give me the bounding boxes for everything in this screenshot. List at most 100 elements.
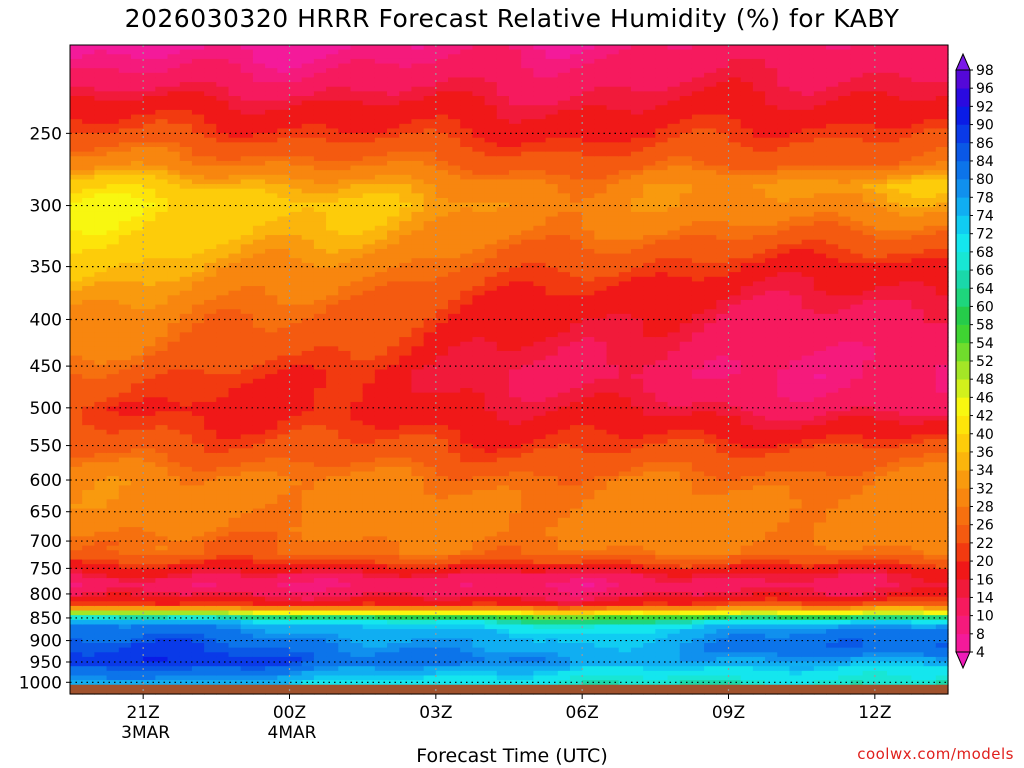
rh-cell <box>70 656 83 663</box>
rh-cell <box>265 188 278 194</box>
rh-cell <box>374 119 388 125</box>
rh-cell <box>167 350 181 357</box>
rh-cell <box>191 541 205 547</box>
rh-cell <box>484 420 498 426</box>
rh-cell <box>472 355 486 361</box>
rh-cell <box>362 485 376 491</box>
rh-cell <box>411 573 425 579</box>
rh-cell <box>265 392 278 398</box>
rh-cell <box>82 207 95 213</box>
rh-cell <box>399 517 413 524</box>
rh-cell <box>362 151 376 157</box>
rh-cell <box>179 471 193 477</box>
rh-cell <box>228 160 242 167</box>
rh-cell <box>423 360 437 366</box>
rh-cell <box>94 527 108 533</box>
ground-cell <box>411 684 425 690</box>
rh-cell <box>106 123 120 130</box>
rh-cell <box>204 374 217 380</box>
rh-cell <box>448 503 461 510</box>
rh-cell <box>301 615 315 621</box>
rh-cell <box>387 517 400 524</box>
rh-cell <box>338 527 352 533</box>
rh-cell <box>155 77 169 83</box>
rh-cell <box>155 142 169 148</box>
rh-cell <box>70 666 83 672</box>
rh-cell <box>399 248 413 255</box>
rh-cell <box>167 670 181 677</box>
rh-cell <box>167 100 181 106</box>
ground-cell <box>460 689 474 695</box>
rh-cell <box>374 439 388 445</box>
rh-cell <box>423 369 437 375</box>
rh-cell <box>484 248 498 255</box>
rh-cell <box>326 541 339 547</box>
rh-cell <box>179 355 193 361</box>
rh-cell <box>374 643 388 649</box>
rh-cell <box>191 666 205 672</box>
rh-cell <box>484 415 498 422</box>
rh-cell <box>387 202 400 208</box>
rh-cell <box>143 290 156 296</box>
rh-cell <box>216 276 230 283</box>
rh-cell <box>484 397 498 403</box>
rh-cell <box>301 109 315 116</box>
rh-cell <box>472 499 486 505</box>
rh-cell <box>472 119 486 125</box>
rh-cell <box>277 295 291 301</box>
rh-cell <box>70 369 83 375</box>
rh-cell <box>118 221 132 227</box>
rh-cell <box>435 397 449 403</box>
rh-cell <box>179 304 193 310</box>
rh-cell <box>374 272 388 278</box>
rh-cell <box>448 309 461 315</box>
rh-cell <box>265 527 278 533</box>
rh-cell <box>399 72 413 79</box>
ground-cell <box>106 689 120 695</box>
rh-cell <box>240 184 254 190</box>
rh-cell <box>106 582 120 588</box>
rh-cell <box>204 128 217 134</box>
rh-cell <box>106 527 120 533</box>
rh-cell <box>94 100 108 106</box>
rh-cell <box>301 619 315 626</box>
rh-cell <box>240 45 254 51</box>
rh-cell <box>191 578 205 584</box>
rh-cell <box>191 295 205 301</box>
rh-cell <box>179 601 193 607</box>
rh-cell <box>399 179 413 185</box>
rh-cell <box>277 554 291 561</box>
rh-cell <box>313 605 327 612</box>
rh-cell <box>387 587 400 593</box>
rh-cell <box>411 235 425 241</box>
rh-cell <box>374 406 388 412</box>
rh-cell <box>240 517 254 524</box>
rh-cell <box>130 517 144 524</box>
rh-cell <box>448 272 461 278</box>
rh-cell <box>460 63 474 69</box>
rh-cell <box>448 610 461 616</box>
rh-cell <box>94 615 108 621</box>
rh-cell <box>240 156 254 162</box>
ground-cell <box>94 684 108 690</box>
rh-cell <box>387 452 400 459</box>
rh-cell <box>94 629 108 635</box>
rh-cell <box>265 605 278 612</box>
rh-cell <box>374 527 388 533</box>
rh-cell <box>265 309 278 315</box>
rh-cell <box>435 647 449 653</box>
rh-cell <box>130 471 144 477</box>
rh-cell <box>240 675 254 681</box>
rh-cell <box>106 290 120 296</box>
rh-cell <box>423 105 437 111</box>
rh-cell <box>374 411 388 417</box>
rh-cell <box>118 364 132 371</box>
rh-cell <box>301 605 315 612</box>
rh-cell <box>94 596 108 602</box>
rh-cell <box>265 490 278 496</box>
rh-cell <box>350 286 364 292</box>
rh-cell <box>118 559 132 565</box>
rh-cell <box>82 188 95 194</box>
rh-cell <box>204 531 217 537</box>
rh-cell <box>387 165 400 171</box>
